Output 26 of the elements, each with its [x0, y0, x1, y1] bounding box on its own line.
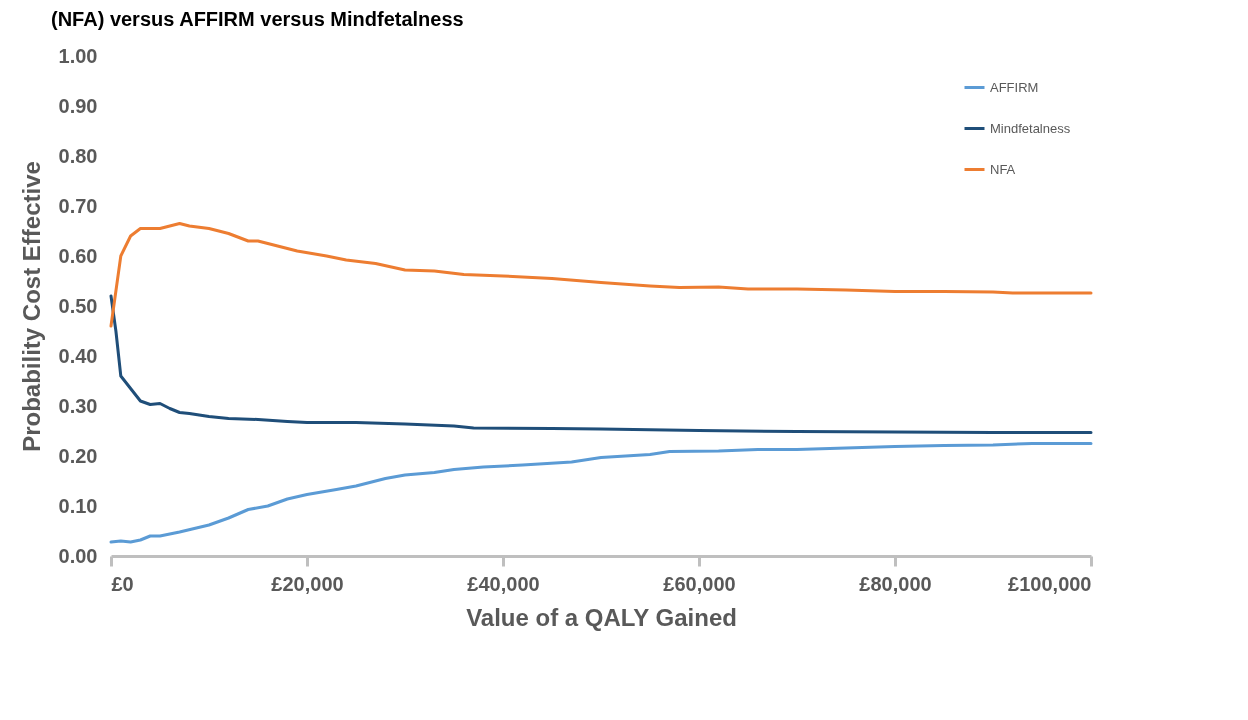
y-tick-label: 0.30	[58, 394, 98, 417]
x-axis-title: Value of a QALY Gained	[466, 603, 737, 631]
line-series	[109, 294, 1093, 434]
x-tick-label: £60,000	[663, 572, 736, 595]
line-series	[109, 222, 1093, 328]
x-tick-label: £80,000	[859, 572, 932, 595]
x-tick-label: £100,000	[1008, 572, 1092, 595]
y-tick-label: 0.80	[58, 144, 98, 167]
y-tick-label: 0.50	[58, 294, 98, 317]
y-tick-label: 0.40	[58, 344, 98, 367]
legend-label: Mindfetalness	[990, 120, 1071, 136]
y-tick-label: 0.20	[58, 444, 98, 467]
x-tick-label: £20,000	[271, 572, 344, 595]
legend-label: AFFIRM	[990, 79, 1039, 95]
y-tick-label: 1.00	[58, 44, 98, 67]
x-tick-label: £40,000	[467, 572, 540, 595]
y-tick-label: 0.60	[58, 244, 98, 267]
legend-label: NFA	[990, 161, 1016, 177]
y-tick-label: 0.90	[58, 94, 98, 117]
y-tick-label: 0.00	[58, 544, 98, 567]
x-tick-label: £0	[111, 572, 134, 595]
y-tick-label: 0.70	[58, 194, 98, 217]
chart-title: (NFA) versus AFFIRM versus Mindfetalness	[51, 8, 464, 30]
y-tick-label: 0.10	[58, 494, 98, 517]
y-axis-title: Probability Cost Effective	[17, 161, 45, 452]
line-series	[109, 442, 1093, 544]
